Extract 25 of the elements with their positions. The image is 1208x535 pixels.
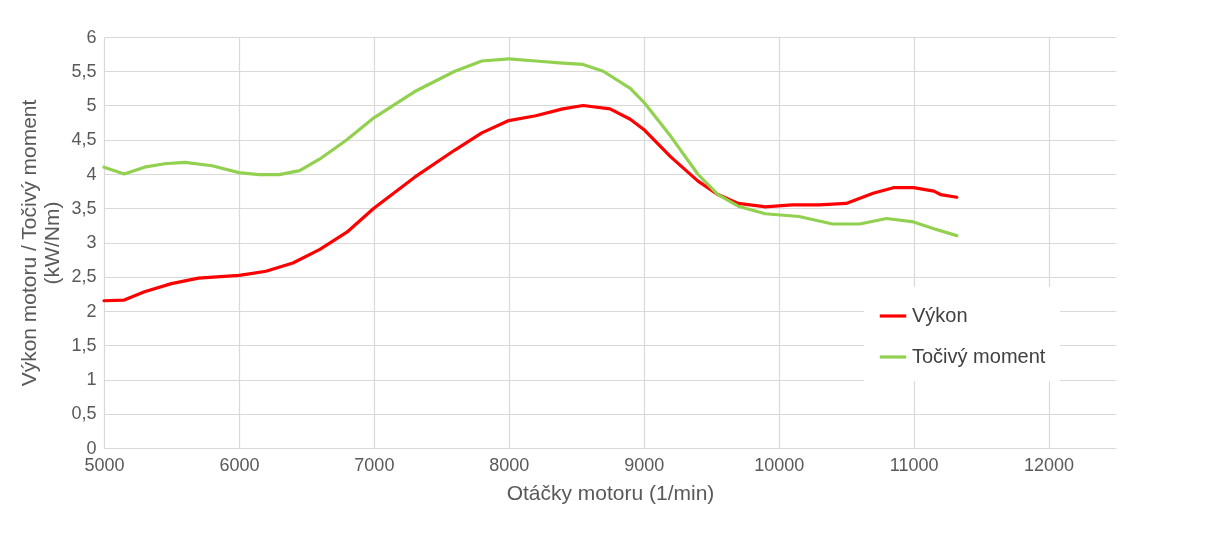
x-tick-label: 8000 xyxy=(489,454,530,475)
x-tick-label: 11000 xyxy=(889,454,939,475)
y-tick-label: 4 xyxy=(86,163,97,184)
legend-label: Výkon xyxy=(912,304,968,326)
x-tick-label: 6000 xyxy=(219,454,260,475)
y-tick-label: 3,5 xyxy=(71,197,97,218)
y-tick-label: 4,5 xyxy=(71,129,97,150)
y-tick-label: 2,5 xyxy=(71,266,97,287)
y-tick-label: 6 xyxy=(86,26,97,47)
y-tick-label: 5,5 xyxy=(71,60,97,81)
y-tick-label: 2 xyxy=(86,300,97,321)
x-tick-label: 12000 xyxy=(1024,454,1075,475)
y-tick-label: 5 xyxy=(86,95,97,115)
x-tick-label: 10000 xyxy=(754,454,805,475)
line-series xyxy=(102,57,959,238)
y-tick-label: 3 xyxy=(86,232,97,252)
line-series xyxy=(102,103,959,303)
y-tick-label: 0,5 xyxy=(71,403,97,424)
y-axis-title: Výkon motoru / Točivý moment (kW/Nm) xyxy=(17,99,64,387)
y-tick-label: 1 xyxy=(86,369,97,389)
x-axis-title: Otáčky motoru (1/min) xyxy=(506,480,715,504)
legend-label: Točivý moment xyxy=(912,345,1046,367)
x-tick-label: 9000 xyxy=(624,454,665,475)
x-tick-label: 7000 xyxy=(354,454,395,475)
y-tick-label: 1,5 xyxy=(71,334,97,355)
